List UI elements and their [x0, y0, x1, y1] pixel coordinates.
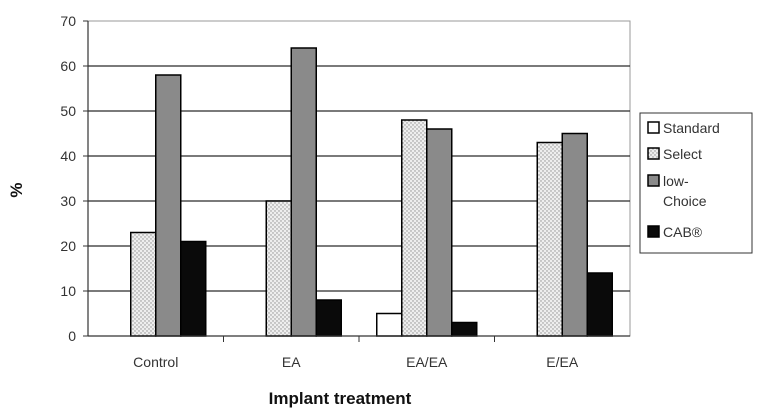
bar-select-control — [130, 231, 157, 337]
y-tick-label: 40 — [60, 148, 76, 164]
legend-swatch-1 — [647, 147, 660, 160]
legend-swatch-2 — [647, 174, 660, 187]
y-tick-label: 30 — [60, 193, 76, 209]
axes: 0 10 20 30 40 50 60 70 Control EA EA/EA E/EA — [60, 13, 630, 370]
y-tick-label: 70 — [60, 13, 76, 29]
legend-label: Select — [663, 146, 702, 162]
bar-low-choice-e-ea — [561, 132, 588, 337]
legend-label: CAB® — [663, 224, 703, 240]
x-tick-label: EA — [282, 354, 301, 370]
bar-low-choice-control — [155, 74, 182, 337]
legend-swatch-0 — [647, 121, 660, 134]
y-tick-label: 50 — [60, 103, 76, 119]
x-tick-label: Control — [133, 354, 178, 370]
bar-select-e-ea — [536, 141, 563, 337]
y-tick-label: 0 — [68, 328, 76, 344]
x-axis-title: Implant treatment — [269, 389, 412, 408]
bar-cab-e-ea — [586, 272, 613, 337]
legend-swatch-3 — [647, 225, 660, 238]
bar-cab-ea-ea — [451, 321, 478, 337]
legend-label: Standard — [663, 120, 720, 136]
bar-select-ea — [265, 200, 292, 337]
bar-low-choice-ea — [290, 47, 317, 337]
bar-low-choice-ea-ea — [426, 128, 453, 337]
y-tick-label: 10 — [60, 283, 76, 299]
legend: Standard Select low- Choice CAB® — [639, 112, 753, 254]
bar-cab-control — [180, 240, 207, 337]
bar-cab-ea — [315, 299, 342, 337]
y-tick-label: 60 — [60, 58, 76, 74]
x-tick-label: EA/EA — [406, 354, 448, 370]
y-tick-label: 20 — [60, 238, 76, 254]
bars — [130, 47, 613, 337]
y-axis-title: % — [7, 182, 26, 197]
bar-standard-ea-ea — [376, 312, 403, 337]
bar-select-ea-ea — [401, 119, 428, 337]
x-tick-label: E/EA — [546, 354, 579, 370]
legend-label: low- — [663, 173, 689, 189]
legend-label: Choice — [663, 193, 707, 209]
